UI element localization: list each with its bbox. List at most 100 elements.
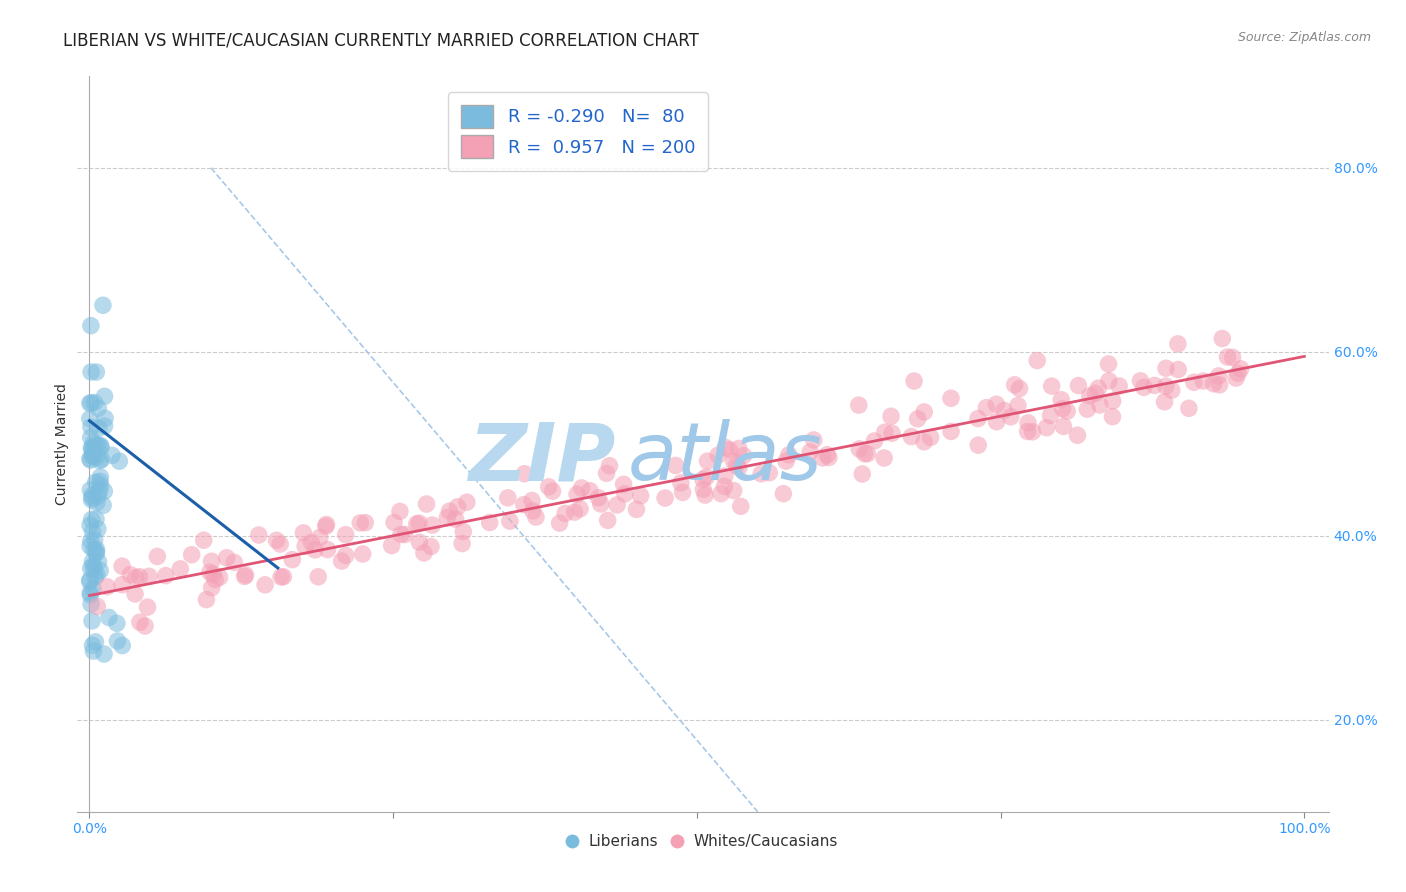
Point <box>96 580 118 594</box>
Text: ZIP: ZIP <box>468 419 616 498</box>
Point <box>420 540 443 554</box>
Point <box>707 448 730 462</box>
Point <box>1017 416 1039 430</box>
Point <box>554 507 576 521</box>
Point <box>1097 357 1119 371</box>
Point <box>86 496 108 510</box>
Text: Source: ZipAtlas.com: Source: ZipAtlas.com <box>1237 31 1371 45</box>
Point <box>1088 398 1111 412</box>
Point <box>82 444 104 458</box>
Point <box>1182 376 1205 390</box>
Point <box>1040 379 1063 393</box>
Point <box>83 395 105 409</box>
Point <box>714 441 737 455</box>
Point <box>453 524 475 539</box>
Point <box>723 454 745 468</box>
Point <box>94 411 117 425</box>
Point <box>107 634 129 648</box>
Point <box>564 505 586 519</box>
Point <box>713 469 735 483</box>
Point <box>120 567 142 582</box>
Point <box>436 510 458 524</box>
Point <box>818 450 841 465</box>
Point <box>1225 371 1247 385</box>
Point <box>907 412 929 426</box>
Point <box>1192 374 1215 388</box>
Point <box>87 438 110 452</box>
Point <box>86 542 108 557</box>
Point <box>713 479 735 493</box>
Point <box>710 486 733 500</box>
Point <box>1101 409 1123 424</box>
Point <box>93 419 115 434</box>
Point <box>446 500 468 514</box>
Point <box>1178 401 1201 416</box>
Point <box>86 567 108 582</box>
Point <box>79 573 101 587</box>
Point <box>993 403 1015 417</box>
Point <box>90 440 112 454</box>
Point <box>146 549 169 564</box>
Point <box>335 527 357 541</box>
Point <box>1143 378 1166 392</box>
Point <box>80 512 103 526</box>
Point <box>89 453 111 467</box>
Legend: Liberians, Whites/Caucasians: Liberians, Whites/Caucasians <box>562 829 844 855</box>
Point <box>80 561 103 575</box>
Point <box>124 587 146 601</box>
Point <box>87 421 110 435</box>
Point <box>335 549 357 563</box>
Point <box>108 454 131 468</box>
Point <box>499 514 522 528</box>
Point <box>87 522 110 536</box>
Point <box>354 516 377 530</box>
Point <box>80 420 103 434</box>
Point <box>665 458 688 473</box>
Point <box>571 481 593 495</box>
Point <box>204 573 226 587</box>
Point <box>696 454 718 468</box>
Point <box>903 374 925 388</box>
Point <box>349 516 371 530</box>
Point <box>80 489 103 503</box>
Point <box>1216 350 1239 364</box>
Point <box>84 512 107 526</box>
Point <box>1076 402 1098 417</box>
Point <box>79 412 101 426</box>
Point <box>269 537 291 551</box>
Point <box>80 365 103 379</box>
Point <box>90 478 112 492</box>
Point <box>848 442 870 456</box>
Point <box>273 569 295 583</box>
Point <box>853 447 876 461</box>
Point <box>967 438 990 452</box>
Point <box>200 554 222 568</box>
Point <box>1007 399 1029 413</box>
Point <box>522 504 544 518</box>
Point <box>1154 379 1177 393</box>
Point <box>89 470 111 484</box>
Point <box>1229 362 1251 376</box>
Point <box>89 483 111 498</box>
Point <box>775 454 797 468</box>
Point <box>84 635 107 649</box>
Point <box>408 516 430 530</box>
Point <box>537 480 560 494</box>
Point <box>496 491 519 505</box>
Point <box>382 516 405 530</box>
Point <box>330 554 353 568</box>
Point <box>976 401 998 415</box>
Point <box>79 588 101 602</box>
Point <box>315 519 337 533</box>
Point <box>1211 332 1233 346</box>
Point <box>848 398 870 412</box>
Point <box>1208 368 1230 383</box>
Point <box>613 477 636 491</box>
Point <box>80 597 103 611</box>
Point <box>82 582 104 596</box>
Point <box>749 467 772 481</box>
Point <box>155 568 177 582</box>
Point <box>315 517 337 532</box>
Point <box>1000 409 1022 424</box>
Point <box>733 449 755 463</box>
